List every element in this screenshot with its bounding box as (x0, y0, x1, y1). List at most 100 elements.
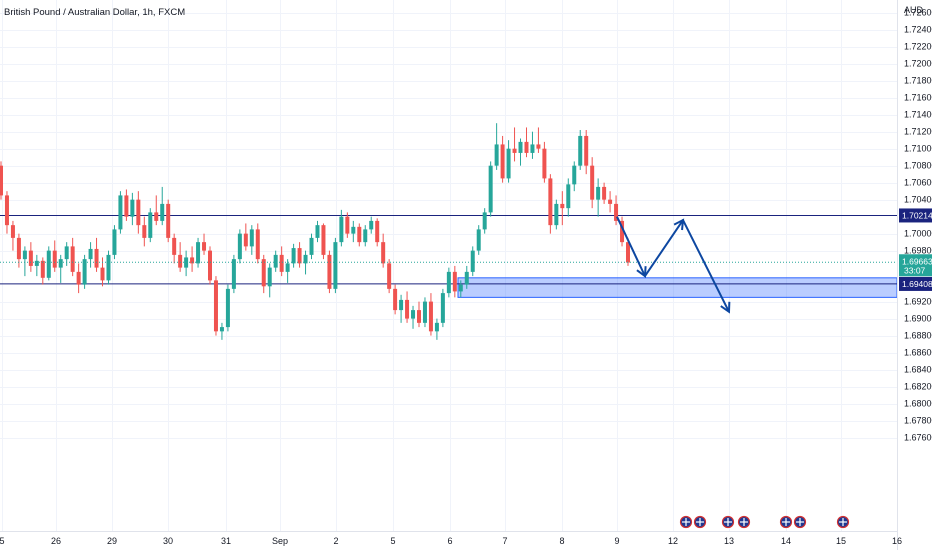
candle-body[interactable] (225, 288, 230, 328)
candle-body[interactable] (0, 165, 3, 196)
candle-body[interactable] (375, 220, 380, 243)
candle-body[interactable] (596, 186, 601, 200)
candle-body[interactable] (28, 250, 33, 266)
candle-body[interactable] (297, 248, 302, 264)
candle-body[interactable] (464, 271, 469, 285)
candle-body[interactable] (178, 254, 183, 268)
candle-body[interactable] (88, 248, 93, 260)
candle-body[interactable] (428, 301, 433, 332)
candle-body[interactable] (506, 148, 511, 179)
candle-body[interactable] (100, 267, 105, 281)
candle-body[interactable] (626, 242, 630, 263)
candle-body[interactable] (172, 237, 177, 255)
candle-body[interactable] (417, 310, 421, 323)
candle-body[interactable] (584, 135, 589, 166)
candle-body[interactable] (261, 259, 266, 287)
candle-body[interactable] (255, 229, 260, 260)
candle-body[interactable] (405, 299, 410, 319)
candle-body[interactable] (273, 254, 278, 268)
economic-events[interactable] (679, 515, 850, 529)
candle-body[interactable] (52, 250, 57, 268)
candle-body[interactable] (440, 293, 445, 323)
candle-body[interactable] (243, 233, 248, 247)
candle-body[interactable] (130, 199, 135, 217)
candle-body[interactable] (578, 135, 583, 166)
candle-body[interactable] (548, 178, 553, 226)
candle-body[interactable] (494, 144, 499, 166)
candle-body[interactable] (422, 301, 427, 323)
candle-body[interactable] (249, 229, 254, 247)
economic-event-flag-icon[interactable] (836, 515, 850, 529)
candle-body[interactable] (452, 271, 457, 292)
candle-body[interactable] (124, 195, 129, 217)
candle-body[interactable] (58, 259, 63, 268)
candle-body[interactable] (387, 263, 392, 289)
candle-body[interactable] (213, 280, 218, 332)
candle-body[interactable] (219, 327, 224, 332)
candle-body[interactable] (64, 246, 69, 260)
candle-body[interactable] (4, 195, 9, 226)
candle-body[interactable] (614, 203, 619, 221)
candle-body[interactable] (351, 226, 356, 234)
candle-body[interactable] (393, 288, 398, 311)
candle-body[interactable] (315, 225, 320, 238)
candle-body[interactable] (267, 267, 272, 287)
candle-body[interactable] (10, 225, 15, 238)
candle-body[interactable] (166, 203, 171, 238)
candle-body[interactable] (536, 144, 541, 149)
candle-body[interactable] (476, 229, 481, 251)
candlesticks[interactable] (0, 123, 630, 340)
candle-body[interactable] (345, 216, 350, 234)
time-axis[interactable]: 5 26 29 30 31 Sep 2 5 6 7 8 9 12 13 14 15 16 (0, 536, 902, 546)
candle-body[interactable] (369, 220, 374, 230)
candle-body[interactable] (303, 254, 308, 264)
candle-body[interactable] (34, 260, 39, 266)
candle-body[interactable] (530, 144, 535, 153)
candle-body[interactable] (566, 184, 571, 209)
candle-body[interactable] (470, 250, 475, 272)
candle-body[interactable] (46, 250, 51, 278)
candle-body[interactable] (542, 148, 547, 179)
candle-body[interactable] (70, 246, 75, 272)
candle-body[interactable] (321, 225, 326, 255)
candle-body[interactable] (512, 148, 517, 153)
candle-body[interactable] (333, 242, 338, 289)
candle-body[interactable] (94, 248, 99, 268)
candle-body[interactable] (190, 257, 195, 264)
candle-body[interactable] (411, 310, 416, 319)
candle-body[interactable] (309, 237, 314, 255)
candle-body[interactable] (602, 186, 607, 200)
candle-body[interactable] (434, 322, 439, 332)
candle-body[interactable] (560, 203, 565, 209)
candle-body[interactable] (40, 260, 45, 278)
economic-event-flag-icon[interactable] (779, 515, 793, 529)
candle-body[interactable] (148, 212, 153, 238)
candle-body[interactable] (285, 263, 290, 272)
economic-event-flag-icon[interactable] (693, 515, 707, 529)
candle-body[interactable] (500, 144, 505, 179)
candle-body[interactable] (363, 229, 368, 243)
candle-body[interactable] (554, 203, 559, 226)
candle-body[interactable] (82, 259, 87, 285)
candle-body[interactable] (518, 141, 523, 153)
economic-event-flag-icon[interactable] (721, 515, 735, 529)
candle-body[interactable] (446, 271, 451, 294)
candle-body[interactable] (112, 229, 117, 255)
candle-body[interactable] (136, 199, 141, 226)
projection-arrow[interactable] (616, 216, 730, 313)
candle-body[interactable] (608, 199, 613, 204)
economic-event-flag-icon[interactable] (793, 515, 807, 529)
candle-body[interactable] (482, 212, 487, 230)
candle-body[interactable] (399, 299, 404, 311)
candle-body[interactable] (237, 233, 242, 260)
candle-body[interactable] (458, 284, 463, 292)
candle-body[interactable] (231, 259, 236, 289)
candle-body[interactable] (279, 254, 284, 272)
candle-body[interactable] (160, 203, 165, 221)
candle-body[interactable] (620, 220, 625, 243)
candle-body[interactable] (572, 165, 577, 185)
candle-body[interactable] (202, 242, 207, 251)
price-axis[interactable]: 1.72600 1.72400 1.72200 1.72000 1.71800 1.716… (904, 8, 932, 443)
candle-body[interactable] (196, 242, 201, 264)
candle-body[interactable] (590, 165, 595, 200)
